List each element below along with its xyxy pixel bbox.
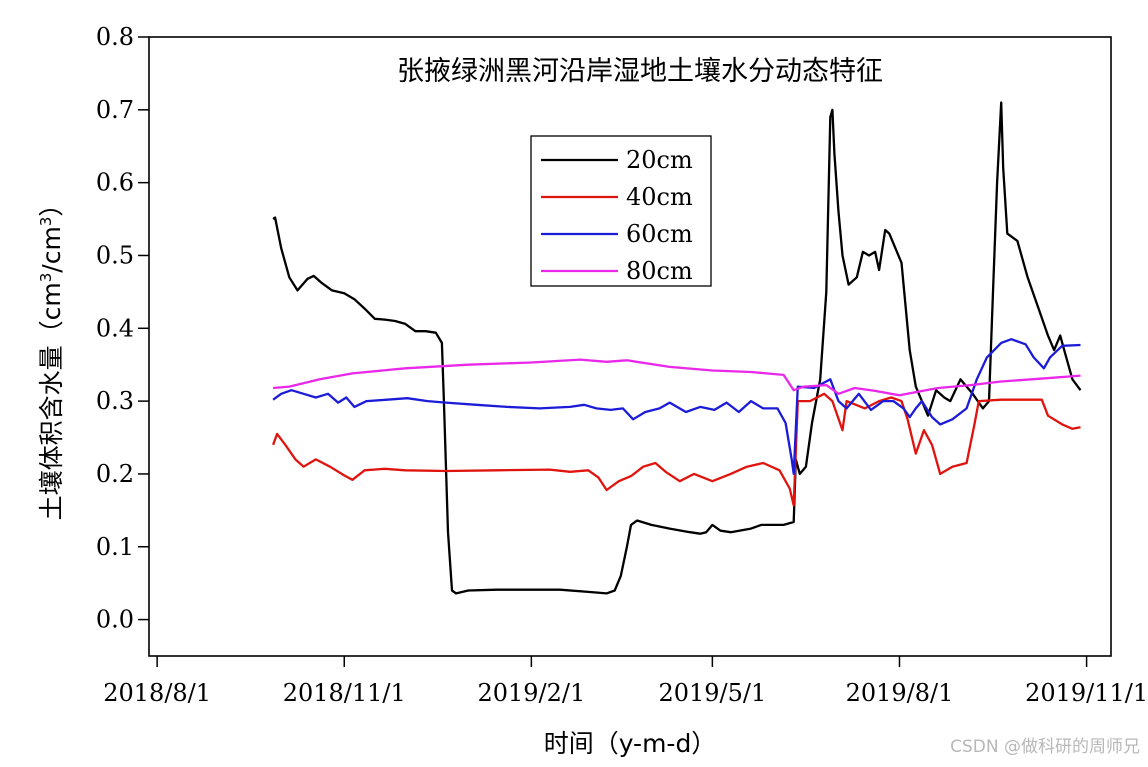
legend: 20cm 40cm 60cm 80cm	[530, 135, 712, 287]
x-tick-label: 2019/2/1	[477, 679, 585, 707]
y-tick-label: 0.2	[96, 460, 134, 488]
watermark: CSDN @做科研的周师兄	[950, 737, 1140, 757]
x-tick-label: 2018/8/1	[103, 679, 211, 707]
y-tick-label: 0.5	[96, 241, 134, 269]
legend-label-80cm: 80cm	[626, 257, 693, 285]
y-axis-label: 土壤体积含水量（cm3/cm3）	[37, 192, 66, 521]
y-tick-label: 0.8	[96, 23, 134, 51]
x-tick-label: 2019/11/1	[1025, 679, 1148, 707]
y-tick-label: 0.7	[96, 96, 134, 124]
y-axis-label-mid: /cm	[37, 226, 66, 273]
x-axis-label: 时间（y-m-d）	[544, 729, 717, 758]
legend-label-20cm: 20cm	[626, 146, 693, 174]
y-tick-label: 0.6	[96, 169, 134, 197]
y-tick-label: 0.0	[96, 606, 134, 634]
x-tick-label: 2019/5/1	[658, 679, 766, 707]
y-tick-label: 0.1	[96, 533, 134, 561]
plot-lines	[272, 101, 1082, 595]
y-axis-label-sup2: 3	[37, 217, 55, 227]
y-tick-label: 0.4	[96, 314, 134, 342]
y-axis-label-end: ）	[37, 192, 66, 217]
x-axis: 2018/8/1 2018/11/1 2019/2/1 2019/5/1 2019/8/…	[103, 656, 1148, 707]
legend-label-40cm: 40cm	[626, 183, 693, 211]
legend-frame	[530, 135, 712, 287]
y-tick-label: 0.3	[96, 387, 134, 415]
y-axis-label-main: 土壤体积含水量（cm	[37, 282, 66, 520]
series-line-60cm	[272, 338, 1081, 476]
plot-frame	[148, 36, 1112, 657]
series-line-80cm	[273, 358, 1081, 397]
series-line-40cm	[272, 392, 1081, 507]
y-axis-label-sup1: 3	[37, 273, 55, 283]
y-axis: 0.0 0.1 0.2 0.3 0.4 0.5 0.6 0.7 0.8	[96, 23, 149, 634]
chart-title: 张掖绿洲黑河沿岸湿地土壤水分动态特征	[397, 56, 883, 87]
legend-label-60cm: 60cm	[626, 220, 693, 248]
x-tick-label: 2019/8/1	[846, 679, 954, 707]
x-tick-label: 2018/11/1	[283, 679, 406, 707]
